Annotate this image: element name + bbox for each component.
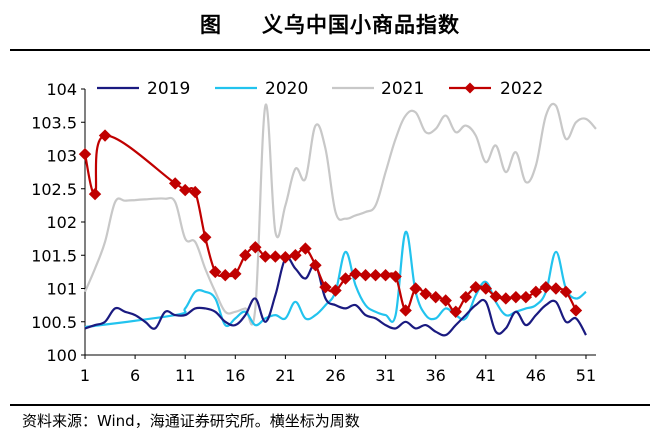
legend-marker-2022 [464,82,476,94]
data-point-2022 [239,249,252,262]
data-point-2022 [189,185,202,199]
y-tick-label: 103 [46,147,77,166]
source-note: 资料来源：Wind，海通证券研究所。横坐标为周数 [22,412,360,430]
x-tick-label: 1 [80,366,90,385]
y-tick-label: 103.5 [31,113,77,132]
bottom-rule [10,404,650,406]
x-tick-label: 11 [175,366,195,385]
data-point-2022 [349,267,362,281]
data-point-2022 [319,280,332,294]
data-point-2022 [219,268,232,282]
data-point-2022 [409,282,422,295]
title-text: 义乌中国小商品指数 [262,13,460,37]
data-point-2022 [229,267,242,281]
legend-label-2021: 2021 [381,79,424,99]
data-point-2022 [559,285,573,299]
legend-label-2020: 2020 [265,79,308,99]
data-point-2022 [369,268,382,282]
data-point-2022 [569,304,583,317]
series-line-2019 [84,256,587,337]
y-tick-label: 101 [46,280,77,299]
legend-label-2019: 2019 [147,79,190,99]
y-tick-label: 100.5 [31,313,77,332]
data-point-2022 [249,241,262,254]
data-point-2022 [178,183,192,197]
data-point-2022 [299,242,312,255]
x-tick-label: 31 [375,366,395,385]
x-tick-label: 46 [526,366,546,385]
data-point-2022 [329,284,342,297]
y-tick-label: 101.5 [31,246,77,265]
data-point-2022 [499,292,513,305]
series-line-2020 [84,230,587,329]
data-point-2022 [539,280,553,294]
data-point-2022 [279,251,292,264]
data-point-2022 [429,290,442,304]
x-tick-label: 41 [476,366,496,385]
data-point-2022 [168,177,182,190]
top-rule [10,49,650,51]
data-point-2022 [529,285,543,299]
data-point-2022 [389,270,402,283]
x-tick-label: 16 [225,366,245,385]
data-point-2022 [309,259,322,272]
y-tick-label: 102.5 [31,180,77,199]
x-tick-label: 51 [576,366,596,385]
chart-title: 图 义乌中国小商品指数 [0,0,660,48]
x-tick-label: 21 [275,366,295,385]
data-point-2022 [469,280,482,294]
x-tick-label: 36 [426,366,446,385]
data-point-2022 [549,282,563,295]
data-point-2022 [289,249,302,262]
data-point-2022 [479,282,492,295]
data-point-2022 [439,294,452,307]
data-point-2022 [419,287,432,301]
data-point-2022 [88,187,102,201]
data-point-2022 [399,304,412,317]
series-line-2021 [83,102,597,326]
y-tick-label: 102 [46,213,77,232]
data-point-2022 [259,250,272,263]
x-tick-label: 26 [325,366,345,385]
data-point-2022 [379,268,392,282]
y-tick-label: 100 [46,346,77,365]
data-point-2022 [359,268,372,282]
data-point-2022 [509,290,523,304]
data-point-2022 [489,290,503,303]
figure-label: 图 [200,13,222,37]
data-point-2022 [209,265,222,279]
data-point-2022 [269,250,282,263]
y-tick-label: 104 [46,80,77,99]
data-point-2022 [449,305,462,318]
data-point-2022 [519,290,533,304]
data-point-2022 [199,231,212,244]
data-point-2022 [459,290,472,304]
x-tick-label: 6 [130,366,140,385]
data-point-2022 [78,147,92,161]
legend-label-2022: 2022 [500,79,543,99]
data-point-2022 [339,272,352,285]
data-point-2022 [98,129,112,142]
